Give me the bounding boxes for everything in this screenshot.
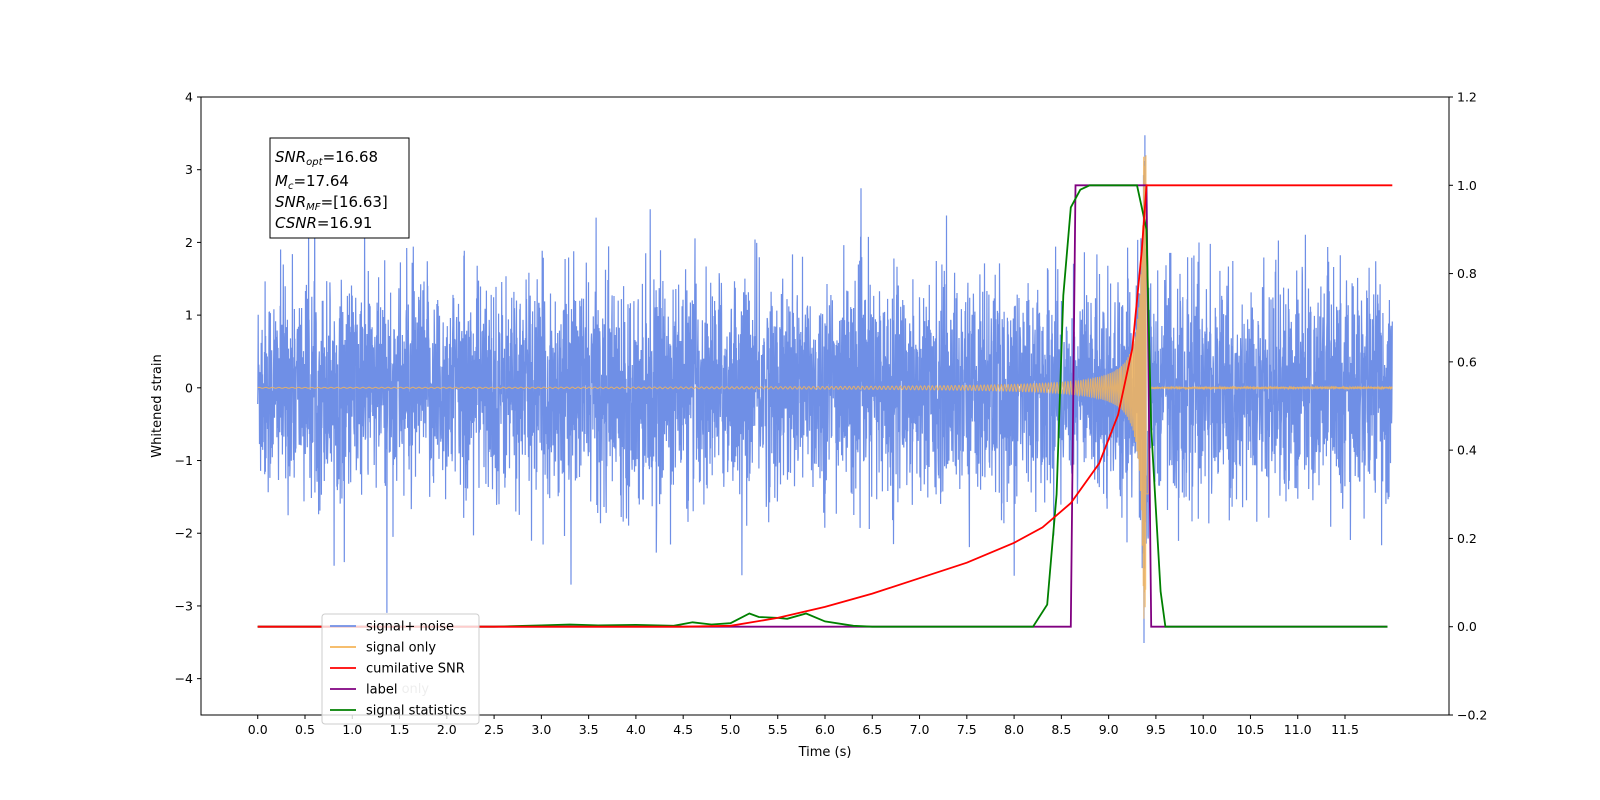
x-tick-label: 2.5 [484, 722, 504, 737]
y-tick-label: −1 [175, 453, 193, 468]
x-tick-label: 9.0 [1099, 722, 1119, 737]
x-tick-label: 11.5 [1331, 722, 1359, 737]
x-tick-label: 0.5 [295, 722, 315, 737]
y-tick-label: −4 [175, 671, 193, 686]
series-signal-noise [257, 135, 1393, 644]
legend-entry: signal statistics [366, 704, 467, 719]
legend-entry: signal only [366, 641, 436, 656]
plot-area [257, 135, 1393, 644]
x-tick-label: 11.0 [1284, 722, 1312, 737]
x-axis-label: Time (s) [798, 745, 852, 760]
legend-entry: signal+ noise [366, 620, 454, 635]
y-tick-label: 3 [185, 162, 193, 177]
y2-tick-label: 0.2 [1457, 531, 1477, 546]
x-tick-label: 8.5 [1051, 722, 1071, 737]
x-tick-label: 0.0 [248, 722, 268, 737]
x-tick-label: 2.0 [437, 722, 457, 737]
stats-annotation: SNRopt=16.68 Mc=17.64 SNRMF=[16.63] CSNR… [269, 137, 410, 239]
y-tick-label: 0 [185, 380, 193, 395]
y-tick-label: 4 [185, 90, 193, 105]
annotation-mc: Mc=17.64 [275, 172, 349, 192]
y2-tick-label: 1.2 [1457, 90, 1477, 105]
legend: label onlysignal statisticssignal+ noise… [321, 613, 480, 725]
annotation-box [269, 137, 410, 239]
y-tick-label: −3 [175, 598, 193, 613]
x-tick-label: 9.5 [1146, 722, 1166, 737]
x-tick-label: 4.0 [626, 722, 646, 737]
series-cumulative-snr [257, 184, 1393, 628]
y-axis-label: Whitened strain [150, 354, 165, 457]
x-tick-label: 10.5 [1237, 722, 1265, 737]
x-tick-label: 6.0 [815, 722, 835, 737]
y2-tick-label: 1.0 [1457, 178, 1477, 193]
x-tick-label: 6.5 [862, 722, 882, 737]
legend-entry: cumilative SNR [366, 662, 465, 677]
y2-tick-label: −0.2 [1457, 708, 1487, 723]
x-tick-label: 5.0 [721, 722, 741, 737]
legend-entry: label [366, 683, 397, 698]
y-tick-label: 2 [185, 235, 193, 250]
series-signal-only [257, 155, 1393, 619]
x-tick-label: 3.0 [531, 722, 551, 737]
axes: 0.0 0.5 1.0 1.5 2.0 2.5 3.0 3.5 4.0 4.5 5.0 5.5 6.0 6… [150, 90, 1487, 761]
legend-box [321, 613, 480, 725]
x-tick-label: 8.0 [1004, 722, 1024, 737]
x-tick-label: 1.5 [390, 722, 410, 737]
y-tick-label: −2 [175, 526, 193, 541]
y2-tick-label: 0.0 [1457, 619, 1477, 634]
y2-tick-label: 0.6 [1457, 354, 1477, 369]
x-tick-label: 7.5 [957, 722, 977, 737]
y2-tick-label: 0.4 [1457, 443, 1477, 458]
y-tick-label: 1 [185, 308, 193, 323]
annotation-csnr: CSNR=16.91 [275, 214, 372, 232]
y2-tick-label: 0.8 [1457, 266, 1477, 281]
x-tick-label: 3.5 [579, 722, 599, 737]
x-tick-label: 7.0 [910, 722, 930, 737]
annotation-snr-opt: SNRopt=16.68 [275, 148, 378, 168]
x-tick-label: 10.0 [1189, 722, 1217, 737]
x-tick-label: 5.5 [768, 722, 788, 737]
x-tick-label: 4.5 [673, 722, 693, 737]
annotation-snr-mf: SNRMF=[16.63] [275, 193, 388, 213]
series-signal-statistics [257, 184, 1388, 628]
x-tick-label: 1.0 [342, 722, 362, 737]
